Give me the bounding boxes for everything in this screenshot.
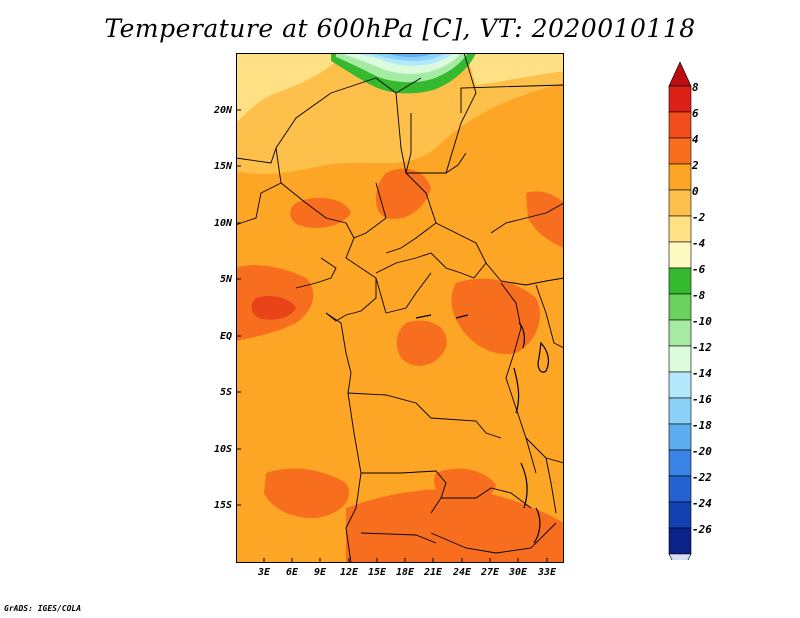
lon-label-15e: 15E: [367, 567, 387, 578]
northern-pale-region: [236, 53, 346, 123]
colorbar-over-arrow: [668, 61, 692, 87]
warm-southeast-region: [434, 468, 496, 505]
warm-south-region: [346, 488, 564, 563]
lon-label-12e: 12E: [339, 567, 359, 578]
colorbar-label-m12: -12: [692, 341, 712, 354]
lon-label-30e: 30E: [508, 567, 528, 578]
axis-ticks: [236, 109, 548, 563]
lat-label-15n: 15N: [213, 161, 232, 172]
colorbar-label-0: 0: [692, 185, 699, 198]
colorbar-segment: [668, 293, 692, 321]
lakes: [415, 314, 550, 544]
lat-label-eq: EQ: [219, 331, 232, 342]
lon-label-9e: 9E: [313, 567, 327, 578]
lon-label-24e: 24E: [452, 567, 472, 578]
lat-label-10n: 10N: [213, 218, 232, 229]
northeast-pale-region: [466, 53, 564, 85]
colorbar-label-m24: -24: [692, 497, 712, 510]
hot-gulf-core: [251, 296, 296, 320]
colorbar-segment: [668, 267, 692, 295]
warm-mid-region: [396, 320, 447, 366]
colorbar-label-m8: -8: [692, 289, 706, 302]
colorbar-label-m6: -6: [692, 263, 706, 276]
colorbar-label-m22: -22: [692, 471, 712, 484]
colorbar: [668, 61, 692, 560]
colorbar-segment: [668, 345, 692, 373]
colorbar-label-m20: -20: [692, 445, 712, 458]
colorbar-segment: [668, 527, 692, 555]
lon-label-3e: 3E: [257, 567, 271, 578]
warm-east-region: [451, 278, 540, 354]
lat-label-20n: 20N: [213, 105, 232, 116]
colorbar-label-8: 8: [692, 81, 699, 94]
warm-central-region: [375, 168, 431, 219]
colorbar-under-arrow: [668, 553, 692, 560]
colorbar-segment: [668, 449, 692, 477]
colorbar-segment: [668, 137, 692, 165]
lat-label-15s: 15S: [213, 500, 232, 511]
lon-label-21e: 21E: [423, 567, 443, 578]
colorbar-label-m18: -18: [692, 419, 712, 432]
map-frame: [236, 53, 564, 563]
colorbar-segment: [668, 319, 692, 347]
colorbar-label-6: 6: [692, 107, 699, 120]
map-title: Temperature at 600hPa [C], VT: 202001011…: [104, 14, 696, 43]
colorbar-label-m10: -10: [692, 315, 712, 328]
warm-northeast-region: [526, 191, 564, 248]
colorbar-segment: [668, 397, 692, 425]
lon-label-33e: 33E: [537, 567, 557, 578]
colorbar-segment: [668, 241, 692, 269]
temperature-map: [236, 53, 564, 563]
colorbar-segment: [668, 475, 692, 503]
colorbar-label-4: 4: [692, 133, 699, 146]
colorbar-segment: [668, 215, 692, 243]
colorbar-segment: [668, 371, 692, 399]
colorbar-label-m2: -2: [692, 211, 706, 224]
colorbar-segment: [668, 163, 692, 191]
colorbar-label-m14: -14: [692, 367, 712, 380]
lon-label-6e: 6E: [285, 567, 299, 578]
colorbar-label-m16: -16: [692, 393, 712, 406]
lon-label-27e: 27E: [480, 567, 500, 578]
colorbar-segment: [668, 189, 692, 217]
lat-label-5n: 5N: [219, 274, 232, 285]
lat-label-10s: 10S: [213, 444, 232, 455]
colorbar-segment: [668, 111, 692, 139]
colorbar-label-m26: -26: [692, 523, 712, 536]
lon-label-18e: 18E: [395, 567, 415, 578]
colorbar-label-m4: -4: [692, 237, 706, 250]
warm-southwest-region: [264, 468, 350, 519]
colorbar-label-2: 2: [692, 159, 699, 172]
lat-label-5s: 5S: [219, 387, 232, 398]
grads-credit: GrADS: IGES/COLA: [4, 604, 82, 613]
colorbar-segment: [668, 501, 692, 529]
colorbar-segment: [668, 85, 692, 113]
colorbar-segment: [668, 423, 692, 451]
